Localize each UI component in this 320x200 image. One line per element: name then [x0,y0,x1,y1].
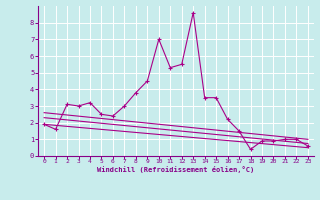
X-axis label: Windchill (Refroidissement éolien,°C): Windchill (Refroidissement éolien,°C) [97,166,255,173]
